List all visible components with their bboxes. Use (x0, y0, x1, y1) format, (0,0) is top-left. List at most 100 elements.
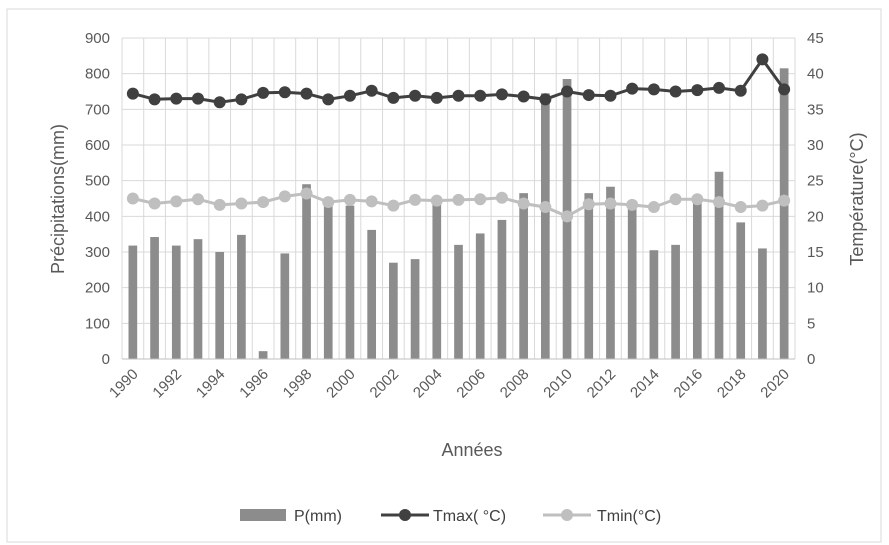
bar (171, 245, 181, 359)
bar (627, 202, 637, 359)
bar (150, 237, 159, 359)
data-point (647, 83, 660, 96)
data-point (561, 85, 574, 98)
data-point (170, 92, 183, 105)
bar (389, 262, 398, 359)
y2-tick-label: 45 (807, 30, 824, 47)
bar (302, 184, 311, 359)
data-point (517, 197, 530, 210)
data-point (322, 93, 335, 106)
data-point (495, 88, 508, 101)
data-point (626, 82, 639, 95)
chart-border (6, 8, 882, 543)
data-point (409, 193, 422, 206)
y-tick-label: 500 (85, 173, 110, 190)
bar (258, 351, 268, 359)
data-point (126, 87, 139, 100)
data-point (669, 193, 682, 206)
data-point (713, 196, 726, 209)
data-point (126, 192, 139, 205)
legend-swatch-marker (399, 509, 411, 521)
data-point (756, 199, 769, 212)
bar (714, 171, 724, 359)
y2-tick-label: 20 (807, 208, 824, 225)
bar (779, 68, 789, 360)
bar (128, 245, 138, 359)
x-axis-title: Années (441, 440, 502, 460)
y-tick-label: 0 (102, 351, 110, 368)
y-tick-label: 300 (85, 244, 110, 261)
bar (671, 244, 680, 359)
data-point (170, 195, 183, 208)
y2-tick-label: 10 (807, 280, 824, 297)
data-point (191, 92, 204, 105)
y-tick-label: 100 (85, 315, 110, 332)
data-point (474, 193, 487, 206)
y-tick-label: 600 (85, 137, 110, 154)
data-point (647, 201, 660, 214)
data-point (778, 83, 791, 96)
bar (758, 248, 767, 359)
data-point (278, 190, 291, 203)
data-point (452, 89, 465, 102)
data-point (539, 93, 552, 106)
data-point (213, 198, 226, 211)
data-point (213, 96, 226, 109)
bar (540, 93, 550, 360)
bar (736, 222, 746, 359)
bar (584, 193, 594, 359)
bar (193, 239, 203, 359)
legend-swatch-bar (240, 509, 286, 521)
y-tick-label: 700 (85, 101, 110, 118)
bar (475, 233, 485, 359)
legend-label: Tmax( °C) (433, 508, 506, 525)
data-point (604, 89, 617, 102)
bar (454, 244, 463, 359)
data-point (778, 194, 791, 207)
bar (367, 229, 377, 359)
bar (497, 219, 507, 359)
data-point (235, 93, 248, 106)
data-point (669, 85, 682, 98)
y-tick-label: 900 (85, 30, 110, 47)
bar (237, 234, 246, 359)
data-point (539, 201, 552, 214)
y-tick-label: 400 (85, 208, 110, 225)
data-point (148, 197, 161, 210)
y-axis-title: Précipitations(mm) (48, 124, 68, 274)
data-point (257, 196, 270, 209)
bar (345, 205, 355, 359)
data-point (343, 89, 356, 102)
data-point (257, 86, 270, 99)
data-point (365, 195, 378, 208)
bar (519, 193, 528, 359)
data-point (322, 196, 335, 209)
data-point (517, 90, 530, 103)
data-point (474, 89, 487, 102)
data-point (387, 199, 400, 212)
data-point (191, 193, 204, 206)
data-point (756, 53, 769, 66)
data-point (430, 194, 443, 207)
data-point (734, 84, 747, 97)
data-point (300, 87, 313, 100)
data-point (300, 187, 313, 200)
temperature-lines (126, 53, 791, 223)
data-point (409, 89, 422, 102)
bar (432, 198, 442, 359)
y2-tick-label: 25 (807, 173, 824, 190)
y2-tick-label: 5 (807, 315, 815, 332)
bar (410, 259, 420, 359)
bar (692, 198, 702, 359)
bar (649, 250, 659, 359)
data-point (691, 84, 704, 97)
data-point (235, 197, 248, 210)
y2-tick-label: 35 (807, 101, 824, 118)
data-point (495, 191, 508, 204)
data-point (343, 193, 356, 206)
data-point (452, 193, 465, 206)
data-point (561, 210, 574, 223)
data-point (278, 86, 291, 99)
data-point (365, 84, 378, 97)
